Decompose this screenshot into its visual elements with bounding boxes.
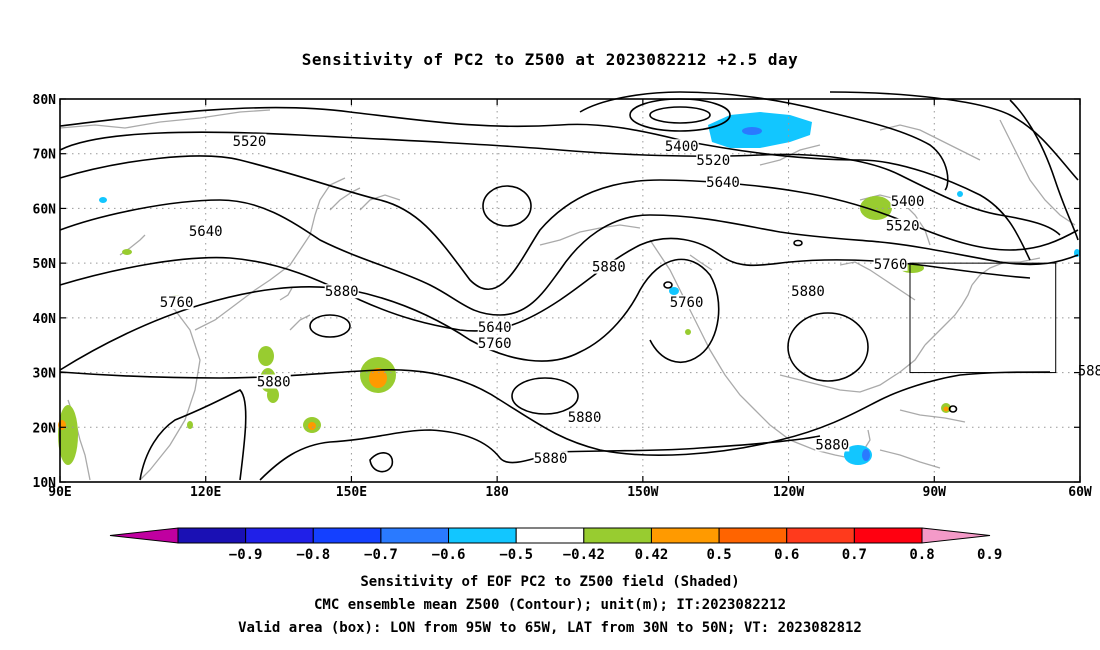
lon-label: 90W	[923, 485, 947, 500]
colorbar-segment	[786, 527, 855, 544]
colorbar-segment	[650, 527, 720, 544]
figure-title: Sensitivity of PC2 to Z500 at 2023082212…	[301, 50, 799, 69]
colorbar-label: −0.7	[364, 547, 398, 563]
contour-labels: 5520552054005400552056405640564057605760…	[159, 133, 1100, 467]
lat-label: 50N	[33, 257, 57, 272]
colorbar-label: −0.8	[296, 547, 330, 563]
contour-label: 5880	[325, 284, 359, 300]
longitude-labels: 90E 120E 150E 180 150W 120W 90W 60W	[48, 485, 1092, 500]
lat-label: 20N	[33, 421, 57, 436]
colorbar-segment	[177, 527, 247, 544]
contour-label: 5880	[815, 437, 849, 453]
colorbar-segment	[448, 527, 517, 544]
colorbar-label: 0.42	[635, 547, 669, 563]
colorbar-segment	[718, 527, 788, 544]
valid-area-box	[909, 262, 1057, 374]
contour-label: 5760	[478, 336, 512, 352]
contour-label: 5640	[706, 175, 740, 191]
colorbar-label: 0.5	[706, 547, 731, 563]
lon-label: 150W	[627, 485, 658, 500]
contour-label: 5880	[1078, 364, 1100, 380]
colorbar-segment	[245, 527, 314, 544]
contour-label: 5400	[891, 194, 925, 210]
contour-label: 5760	[874, 257, 908, 273]
colorbar-segment	[853, 527, 923, 544]
latitude-labels: 80N 70N 60N 50N 40N 30N 20N 10N	[33, 93, 57, 491]
colorbar-label: −0.42	[563, 547, 605, 563]
contour-label: 5880	[592, 260, 626, 276]
contour-label: 5880	[534, 451, 568, 467]
caption-line-1: Sensitivity of EOF PC2 to Z500 field (Sh…	[360, 574, 740, 590]
colorbar-segment	[312, 527, 382, 544]
colorbar-label: 0.8	[909, 547, 934, 563]
colorbar-label: 0.9	[977, 547, 1002, 563]
contour-label: 5520	[696, 153, 730, 169]
colorbar-segment	[583, 527, 652, 544]
contour-label: 5400	[665, 139, 699, 155]
lat-label: 40N	[33, 312, 57, 327]
caption-line-3: Valid area (box): LON from 95W to 65W, L…	[238, 620, 862, 636]
lat-label: 10N	[33, 476, 57, 491]
colorbar: −0.9 −0.8 −0.7 −0.6 −0.5 −0.42 0.42 0.5 0.6 0.7 0.…	[109, 527, 1002, 563]
colorbar-label: −0.6	[432, 547, 466, 563]
lon-label: 60W	[1068, 485, 1092, 500]
lon-label: 180	[485, 485, 509, 500]
lat-label: 60N	[33, 202, 57, 217]
contour-label: 5520	[886, 219, 920, 235]
caption-line-2: CMC ensemble mean Z500 (Contour); unit(m…	[313, 597, 786, 613]
contour-label: 5880	[568, 410, 602, 426]
map-frame	[59, 98, 1081, 483]
contour-label: 5640	[478, 320, 512, 336]
lon-label: 90E	[48, 485, 71, 500]
contour-label: 5880	[257, 375, 291, 391]
contour-label: 5880	[791, 284, 825, 300]
z500-contours	[59, 91, 1079, 481]
coastlines	[59, 109, 1076, 481]
lon-label: 150E	[336, 485, 367, 500]
lat-label: 70N	[33, 148, 57, 163]
lat-label: 80N	[33, 93, 57, 108]
colorbar-label: 0.7	[842, 547, 867, 563]
lon-label: 120E	[190, 485, 221, 500]
lon-label: 120W	[773, 485, 804, 500]
contour-label: 5520	[233, 134, 267, 150]
colorbar-low-triangle	[109, 527, 179, 544]
colorbar-label: −0.5	[499, 547, 533, 563]
contour-label: 5640	[189, 224, 223, 240]
contour-label: 5760	[670, 295, 704, 311]
lat-label: 30N	[33, 367, 57, 382]
colorbar-high-triangle	[921, 527, 991, 544]
contour-label: 5760	[160, 295, 194, 311]
colorbar-segment	[515, 527, 585, 544]
colorbar-label: −0.9	[229, 547, 263, 563]
colorbar-segment	[380, 527, 450, 544]
colorbar-label: 0.6	[774, 547, 799, 563]
sensitivity-map: 5520552054005400552056405640564057605760…	[33, 91, 1100, 563]
